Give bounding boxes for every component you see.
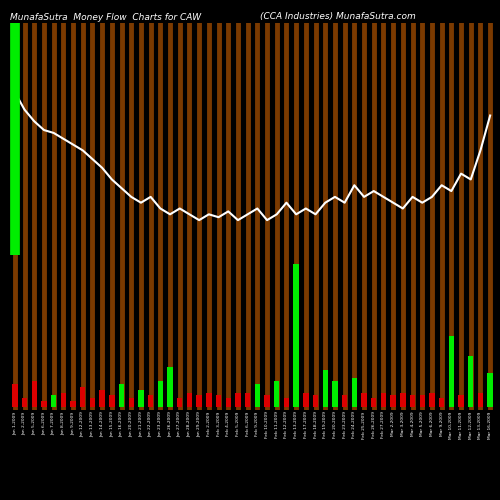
- Bar: [352, 378, 357, 407]
- Bar: [254, 384, 260, 407]
- Text: (CCA Industries) MunafaSutra.com: (CCA Industries) MunafaSutra.com: [260, 12, 416, 22]
- Bar: [458, 396, 464, 407]
- Bar: [138, 390, 143, 407]
- Bar: [100, 390, 105, 407]
- Bar: [177, 398, 182, 407]
- Bar: [362, 392, 366, 407]
- Bar: [148, 396, 154, 407]
- Bar: [32, 381, 37, 407]
- Bar: [400, 392, 406, 407]
- Bar: [236, 392, 240, 407]
- Bar: [196, 396, 202, 407]
- Bar: [448, 336, 454, 407]
- Text: MunafaSutra  Money Flow  Charts for CAW: MunafaSutra Money Flow Charts for CAW: [10, 12, 201, 22]
- Bar: [60, 392, 66, 407]
- Bar: [332, 381, 338, 407]
- Bar: [342, 396, 347, 407]
- Bar: [313, 396, 318, 407]
- Bar: [468, 356, 473, 407]
- Bar: [284, 398, 289, 407]
- Bar: [70, 401, 76, 407]
- Bar: [245, 392, 250, 407]
- Bar: [303, 392, 308, 407]
- Bar: [128, 398, 134, 407]
- Bar: [274, 381, 280, 407]
- Bar: [158, 381, 163, 407]
- Bar: [264, 396, 270, 407]
- Bar: [478, 392, 483, 407]
- Bar: [420, 396, 425, 407]
- Bar: [187, 392, 192, 407]
- Bar: [430, 392, 434, 407]
- Bar: [216, 396, 221, 407]
- Bar: [294, 264, 299, 407]
- Bar: [109, 396, 114, 407]
- Bar: [42, 401, 46, 407]
- Bar: [90, 398, 95, 407]
- Bar: [488, 372, 493, 407]
- Bar: [51, 396, 57, 407]
- Bar: [410, 396, 415, 407]
- Bar: [12, 384, 18, 407]
- Bar: [322, 370, 328, 407]
- Bar: [22, 398, 27, 407]
- Bar: [439, 398, 444, 407]
- Bar: [371, 398, 376, 407]
- Bar: [206, 392, 212, 407]
- Bar: [226, 398, 231, 407]
- Bar: [168, 367, 172, 407]
- Bar: [381, 392, 386, 407]
- Bar: [119, 384, 124, 407]
- Bar: [80, 387, 86, 407]
- Bar: [390, 396, 396, 407]
